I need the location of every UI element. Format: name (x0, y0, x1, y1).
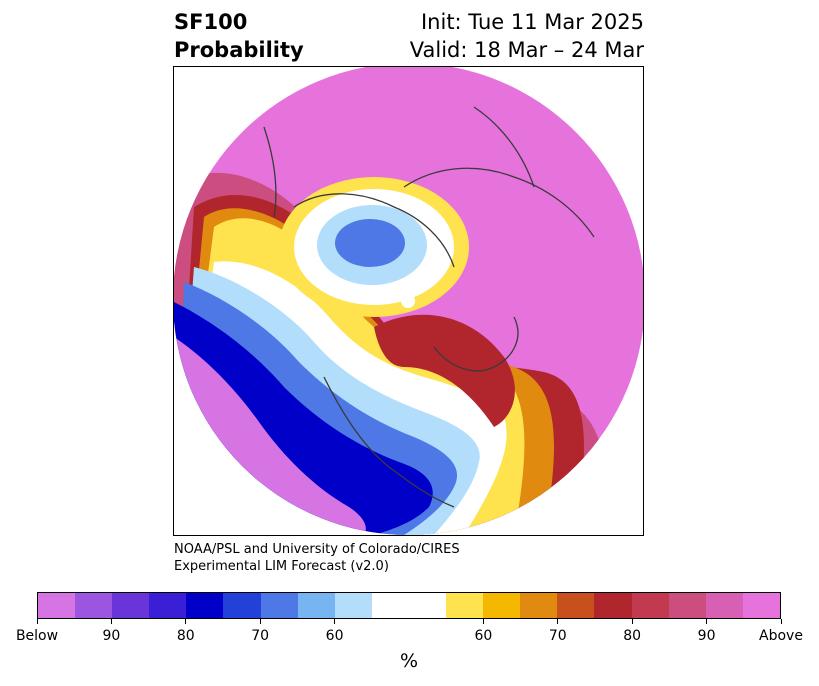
colorbar-segment (520, 593, 558, 618)
colorbar-tickmark (110, 619, 112, 624)
colorbar-segment (297, 593, 335, 618)
colorbar-tick-label: Above (759, 628, 803, 644)
credit-line1: NOAA/PSL and University of Colorado/CIRE… (174, 542, 460, 557)
colorbar-segment (75, 593, 113, 618)
colorbar-tickmark (482, 619, 484, 624)
init-date: Init: Tue 11 Mar 2025 (420, 10, 644, 34)
colorbar-tickmark (706, 619, 708, 624)
valid-range: Valid: 18 Mar – 24 Mar (409, 38, 644, 62)
field-type: Probability (174, 38, 304, 62)
coastline-outline (263, 106, 595, 508)
colorbar-tick-label: 60 (325, 628, 344, 644)
title-right: Init: Tue 11 Mar 2025 Valid: 18 Mar – 24… (410, 8, 644, 64)
colorbar-segment (260, 593, 298, 618)
colorbar-segment (631, 593, 669, 618)
colorbar-tickmark (631, 619, 633, 624)
colorbar-tick-label: 90 (102, 628, 121, 644)
colorbar-segment (186, 593, 224, 618)
colorbar-tickmark (185, 619, 187, 624)
colorbar-segment (668, 593, 706, 618)
pole-marker (401, 294, 415, 308)
colorbar-segment (408, 593, 447, 618)
colorbar-segment (112, 593, 150, 618)
probability-map (174, 67, 643, 535)
colorbar-segment (38, 593, 76, 618)
colorbar-segment (446, 593, 484, 618)
colorbar-tick-label: 70 (548, 628, 567, 644)
colorbar-tickmark (334, 619, 336, 624)
colorbar-segment (483, 593, 521, 618)
colorbar-tickmark (557, 619, 559, 624)
colorbar-tickmark (780, 619, 782, 624)
colorbar-tick-label: 80 (176, 628, 195, 644)
credit-line2: Experimental LIM Forecast (v2.0) (174, 559, 389, 574)
field-arctic-blue (335, 219, 405, 267)
colorbar-tick-label: 80 (623, 628, 642, 644)
colorbar-tickmark (259, 619, 261, 624)
colorbar-segment (223, 593, 261, 618)
colorbar-tickmark (36, 619, 38, 624)
credit: NOAA/PSL and University of Colorado/CIRE… (174, 541, 460, 575)
colorbar (37, 592, 781, 619)
colorbar-tick-label: Below (15, 628, 59, 644)
field-name: SF100 (174, 10, 248, 34)
field-atlantic-red (374, 314, 515, 427)
colorbar-tick-label: 70 (251, 628, 270, 644)
colorbar-segment (594, 593, 632, 618)
colorbar-segment (371, 593, 409, 618)
colorbar-segment (334, 593, 372, 618)
colorbar-unit: % (399, 650, 419, 672)
colorbar-segment (557, 593, 595, 618)
map-frame (173, 66, 644, 536)
colorbar-tick-label: 90 (697, 628, 716, 644)
title-left: SF100 Probability (174, 8, 304, 64)
colorbar-tick-label: 60 (474, 628, 493, 644)
colorbar-segment (742, 593, 780, 618)
colorbar-segment (705, 593, 743, 618)
probability-field (174, 67, 643, 535)
colorbar-segment (149, 593, 187, 618)
